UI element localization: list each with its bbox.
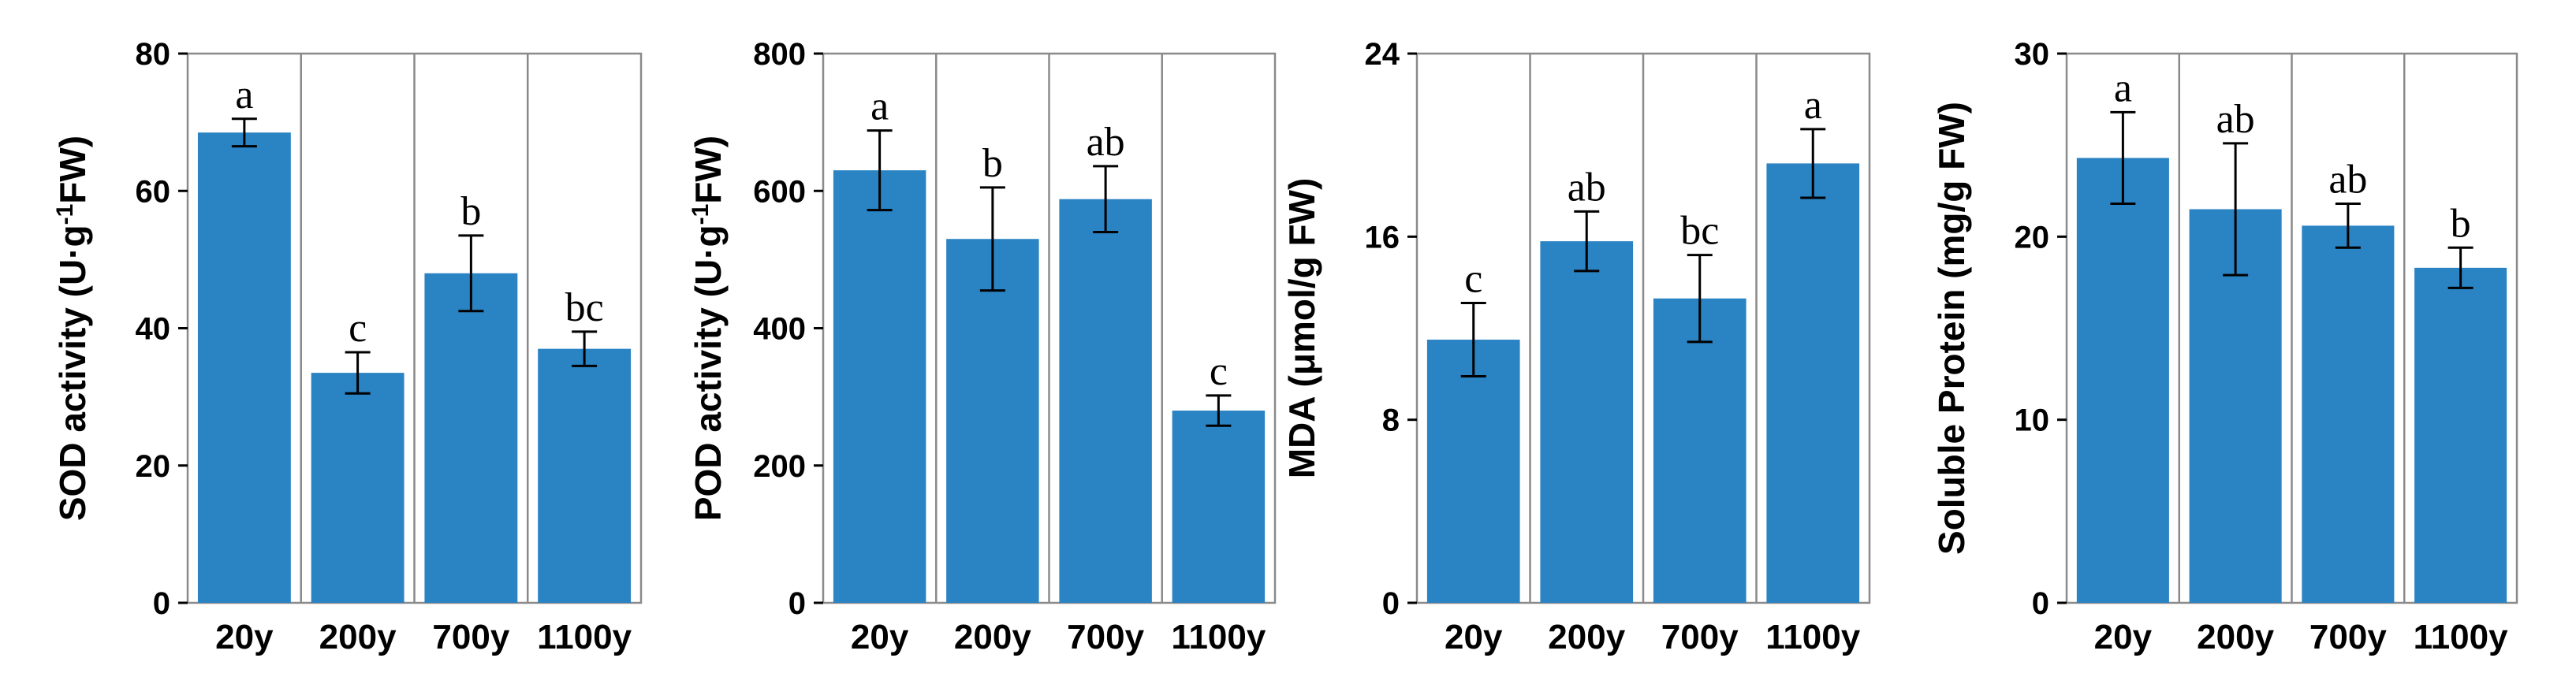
y-tick-label: 80 <box>136 37 171 72</box>
significance-label: ab <box>2216 97 2255 142</box>
y-tick-label: 400 <box>753 312 806 347</box>
y-tick-label: 0 <box>1382 586 1400 621</box>
bar-1100y <box>2414 267 2507 603</box>
y-tick-label: 200 <box>753 449 806 484</box>
x-tick-label: 700y <box>1067 618 1144 656</box>
x-tick-label: 1100y <box>537 618 632 656</box>
y-tick-label: 16 <box>1365 220 1400 255</box>
y-tick-label: 60 <box>136 174 171 209</box>
significance-label: c <box>1210 349 1228 394</box>
bar-20y <box>197 132 291 604</box>
significance-label: c <box>1464 257 1482 302</box>
x-tick-label: 20y <box>215 618 274 656</box>
bar-20y <box>1426 340 1520 603</box>
significance-label: ab <box>2328 158 2367 203</box>
significance-label: a <box>1804 83 1822 128</box>
x-tick-label: 20y <box>851 618 909 656</box>
significance-label: a <box>2114 65 2132 110</box>
y-tick-label: 20 <box>2015 220 2050 255</box>
x-tick-label: 700y <box>432 618 509 656</box>
y-tick-label: 10 <box>2015 403 2050 438</box>
chart-panel-2: 0 200 400 600 800 a 20y b 200y ab 700y c 1100y POD ac… <box>688 37 1277 656</box>
bar-1100y <box>1766 163 1860 603</box>
y-axis-label: Soluble Protein (mg/g FW) <box>1931 102 1972 555</box>
bar-1100y <box>538 348 632 603</box>
y-tick-label: 20 <box>136 449 171 484</box>
x-tick-label: 1100y <box>1171 618 1266 656</box>
significance-label: ab <box>1087 120 1125 165</box>
chart-panel-1: 0 20 40 60 80 a 20y c 200y b 700y bc 1100y SOD activi… <box>52 37 643 656</box>
bar-200y <box>946 239 1039 603</box>
x-tick-label: 1100y <box>2414 618 2508 656</box>
x-tick-label: 700y <box>1661 618 1739 656</box>
bar-700y <box>1059 199 1152 603</box>
y-tick-label: 800 <box>753 37 806 72</box>
bar-700y <box>2302 225 2395 603</box>
significance-label: a <box>870 84 889 129</box>
significance-label: bc <box>1680 209 1719 254</box>
bar-700y <box>424 273 518 603</box>
y-tick-label: 40 <box>136 312 171 347</box>
bar-1100y <box>1172 411 1266 603</box>
x-tick-label: 700y <box>2309 618 2387 656</box>
y-tick-label: 0 <box>2032 586 2049 621</box>
x-tick-label: 200y <box>319 618 397 656</box>
significance-label: bc <box>565 285 604 330</box>
x-tick-label: 1100y <box>1765 618 1860 656</box>
significance-label: b <box>982 141 1003 186</box>
bar-200y <box>311 373 404 603</box>
x-tick-label: 20y <box>1445 618 1503 656</box>
x-tick-label: 200y <box>1548 618 1625 656</box>
bar-20y <box>2076 158 2169 603</box>
y-tick-label: 30 <box>2015 37 2050 72</box>
significance-label: a <box>235 72 253 117</box>
x-tick-label: 20y <box>2094 618 2153 656</box>
x-tick-label: 200y <box>954 618 1031 656</box>
y-axis-label: MDA (μmol/g FW) <box>1281 178 1322 479</box>
bar-200y <box>1540 241 1634 603</box>
bar-20y <box>833 170 926 604</box>
y-tick-label: 24 <box>1365 37 1400 72</box>
significance-label: b <box>2451 201 2471 246</box>
significance-label: c <box>349 306 367 351</box>
chart-panel-3: 0 8 16 24 c 20y ab 200y bc 700y a 1100y MDA (μmol/g … <box>1281 37 1871 656</box>
y-tick-label: 0 <box>153 586 170 621</box>
x-tick-label: 200y <box>2197 618 2274 656</box>
y-tick-label: 8 <box>1382 403 1400 438</box>
y-axis-label: POD activity (U·g-1FW) <box>688 136 729 521</box>
significance-label: ab <box>1568 165 1606 210</box>
chart-panel-4: 0 10 20 30 a 20y ab 200y ab 700y b 1100y Soluble Pro… <box>1931 37 2518 656</box>
y-axis-label: SOD activity (U·g-1FW) <box>52 136 93 521</box>
y-tick-label: 600 <box>753 174 806 209</box>
y-tick-label: 0 <box>788 586 806 621</box>
bar-700y <box>1653 298 1747 603</box>
significance-label: b <box>460 189 481 234</box>
